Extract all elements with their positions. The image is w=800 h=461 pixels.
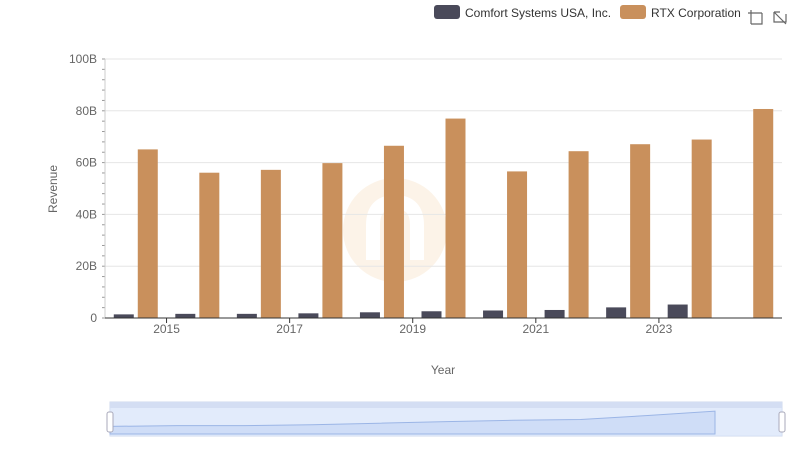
bar-rtx-2016[interactable] — [260, 169, 281, 318]
bar-rtx-2021[interactable] — [568, 151, 589, 318]
bar-comfort-systems-2023[interactable] — [667, 304, 688, 318]
y-tick-label: 20B — [76, 259, 97, 273]
bar-comfort-systems-2021[interactable] — [544, 309, 565, 318]
bar-comfort-systems-2016[interactable] — [236, 313, 257, 318]
bar-rtx-2024[interactable] — [753, 108, 774, 318]
bar-comfort-systems-2022[interactable] — [606, 307, 627, 318]
bar-rtx-2019[interactable] — [445, 118, 466, 318]
y-tick-label: 60B — [76, 156, 97, 170]
range-selector-handle-right[interactable] — [778, 411, 786, 433]
x-tick-label: 2021 — [522, 322, 549, 336]
zoom-reset-icon[interactable] — [773, 11, 787, 25]
legend-swatch-rtx — [620, 5, 646, 19]
legend-swatch-comfort-systems — [434, 5, 460, 19]
bar-comfort-systems-2019[interactable] — [421, 311, 442, 318]
bar-comfort-systems-2015[interactable] — [175, 313, 196, 318]
bar-comfort-systems-2014[interactable] — [113, 314, 134, 318]
legend-label-comfort-systems: Comfort Systems USA, Inc. — [465, 6, 611, 20]
legend-item-comfort-systems[interactable]: Comfort Systems USA, Inc. — [434, 5, 611, 20]
range-selector-handle-left[interactable] — [106, 411, 114, 433]
bar-rtx-2017[interactable] — [322, 163, 343, 318]
range-selector-preview — [109, 410, 716, 435]
y-axis-label: Revenue — [46, 165, 60, 213]
y-axis: 0 20B 40B 60B 80B 100B — [69, 52, 106, 325]
x-axis-label: Year — [431, 363, 455, 377]
x-tick-label: 2019 — [399, 322, 426, 336]
range-selector-top-bar[interactable] — [110, 402, 782, 408]
x-tick-label: 2023 — [646, 322, 673, 336]
x-tick-label: 2017 — [276, 322, 303, 336]
y-tick-label: 100B — [69, 52, 97, 66]
bar-comfort-systems-2017[interactable] — [298, 313, 319, 318]
bar-rtx-2020[interactable] — [507, 171, 528, 318]
x-tick-label: 2015 — [153, 322, 180, 336]
bar-rtx-2014[interactable] — [137, 149, 158, 318]
legend-item-rtx[interactable]: RTX Corporation — [620, 5, 741, 20]
bar-rtx-2023[interactable] — [691, 139, 712, 318]
y-tick-label: 0 — [90, 311, 97, 325]
bar-comfort-systems-2020[interactable] — [483, 310, 504, 318]
bar-rtx-2022[interactable] — [630, 144, 651, 318]
legend-label-rtx: RTX Corporation — [651, 6, 741, 20]
zoom-select-icon[interactable] — [748, 10, 763, 25]
legend: Comfort Systems USA, Inc. RTX Corporatio… — [434, 5, 741, 20]
y-tick-label: 40B — [76, 207, 97, 221]
x-axis: 2015 2017 2019 2021 2023 — [105, 317, 782, 336]
bars — [113, 108, 774, 318]
bar-rtx-2015[interactable] — [199, 172, 220, 318]
range-selector[interactable] — [106, 401, 786, 437]
y-tick-label: 80B — [76, 104, 97, 118]
bar-rtx-2018[interactable] — [383, 145, 404, 318]
bar-comfort-systems-2018[interactable] — [359, 312, 380, 318]
